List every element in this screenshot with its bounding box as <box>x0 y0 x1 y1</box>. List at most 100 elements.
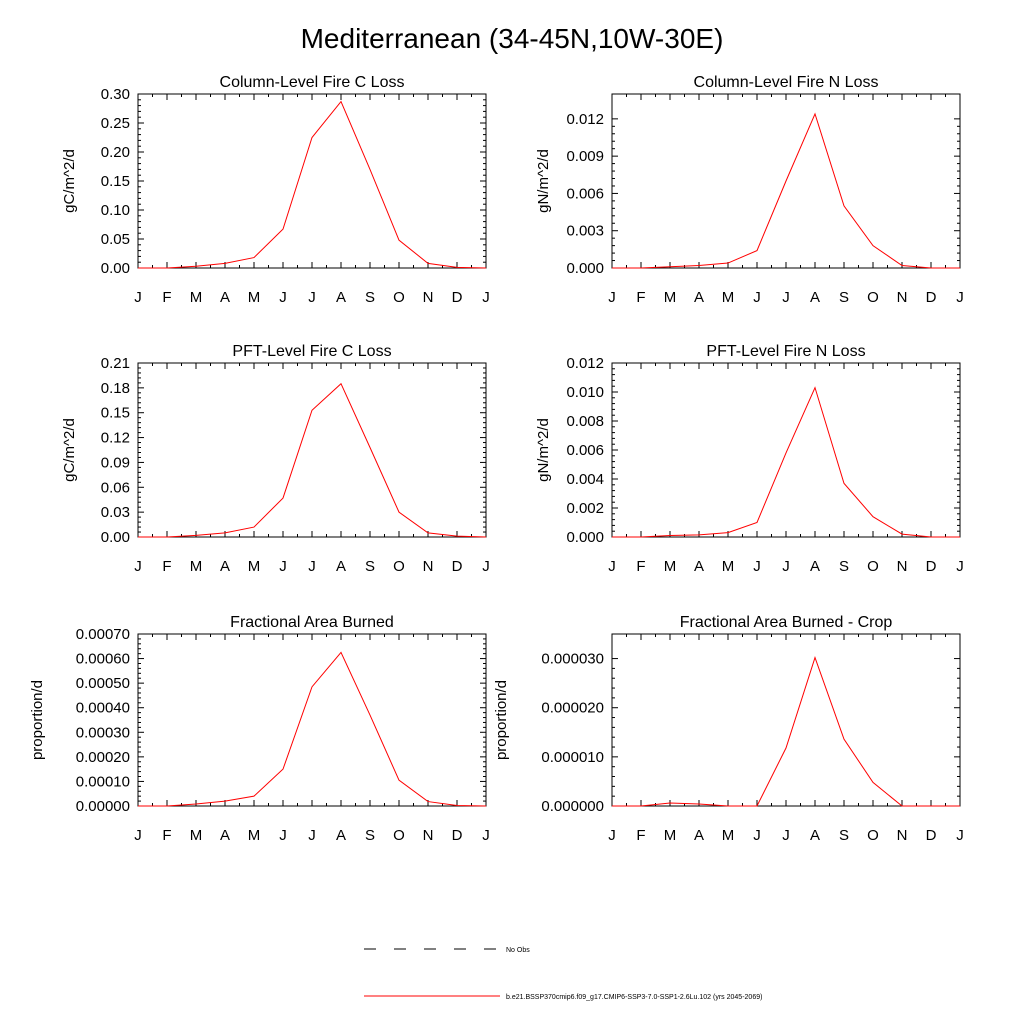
x-tick-label: S <box>365 289 375 306</box>
x-tick-label: D <box>452 289 463 306</box>
panel-title: Fractional Area Burned - Crop <box>680 614 893 631</box>
x-tick-label: M <box>248 827 261 844</box>
x-tick-label: J <box>753 289 761 306</box>
x-tick-label: O <box>393 289 405 306</box>
x-tick-label: M <box>722 558 735 575</box>
x-tick-label: J <box>308 827 316 844</box>
y-tick-label: 0.00000 <box>76 798 130 815</box>
y-tick-label: 0.012 <box>566 111 604 128</box>
x-tick-label: A <box>220 289 230 306</box>
series-line-1 <box>612 386 960 538</box>
x-tick-label: D <box>926 827 937 844</box>
y-tick-label: 0.06 <box>101 479 130 496</box>
x-tick-label: M <box>722 289 735 306</box>
x-tick-label: J <box>608 289 616 306</box>
series-line-1 <box>138 382 487 538</box>
y-tick-label: 0.03 <box>101 504 130 521</box>
x-tick-label: M <box>190 558 203 575</box>
x-tick-label: O <box>867 289 879 306</box>
x-tick-label: M <box>664 289 677 306</box>
x-tick-label: M <box>190 827 203 844</box>
plot-frame <box>137 633 487 807</box>
x-tick-label: F <box>636 558 645 575</box>
y-tick-label: 0.000010 <box>541 749 604 766</box>
y-tick-label: 0.006 <box>566 442 604 459</box>
y-tick-label: 0.00050 <box>76 675 130 692</box>
x-tick-label: D <box>926 558 937 575</box>
y-tick-label: 0.20 <box>101 144 130 161</box>
x-tick-label: O <box>393 558 405 575</box>
y-tick-label: 0.00060 <box>76 651 130 668</box>
x-tick-label: S <box>365 827 375 844</box>
y-tick-label: 0.12 <box>101 430 130 447</box>
x-tick-label: O <box>867 827 879 844</box>
y-tick-label: 0.10 <box>101 202 130 219</box>
y-tick-label: 0.00020 <box>76 749 130 766</box>
y-tick-label: 0.004 <box>566 471 604 488</box>
y-tick-label: 0.000000 <box>541 798 604 815</box>
x-tick-label: F <box>162 827 171 844</box>
plot-frame <box>611 633 961 807</box>
series-line-1 <box>612 656 960 807</box>
y-tick-label: 0.000 <box>566 260 604 277</box>
x-tick-label: N <box>423 827 434 844</box>
x-tick-label: J <box>308 289 316 306</box>
y-tick-label: 0.30 <box>101 86 130 103</box>
x-tick-label: N <box>423 289 434 306</box>
y-tick-label: 0.00040 <box>76 700 130 717</box>
x-tick-label: O <box>867 558 879 575</box>
y-axis-label: proportion/d <box>493 680 510 760</box>
x-tick-label: A <box>810 558 820 575</box>
y-axis-label: proportion/d <box>29 680 46 760</box>
x-tick-label: A <box>336 289 346 306</box>
panel-title: Column-Level Fire C Loss <box>220 74 405 91</box>
x-tick-label: D <box>452 827 463 844</box>
y-tick-label: 0.09 <box>101 454 130 471</box>
x-tick-label: J <box>482 827 490 844</box>
x-tick-label: M <box>190 289 203 306</box>
plot-frame <box>137 362 487 538</box>
figure-title: Mediterranean (34-45N,10W-30E) <box>301 23 724 54</box>
x-tick-label: J <box>134 289 142 306</box>
y-axis-label: gC/m^2/d <box>61 418 78 482</box>
y-tick-label: 0.00070 <box>76 626 130 643</box>
x-tick-label: J <box>608 558 616 575</box>
y-tick-label: 0.008 <box>566 413 604 430</box>
x-tick-label: A <box>220 558 230 575</box>
series-line-1 <box>138 651 487 807</box>
y-tick-label: 0.15 <box>101 173 130 190</box>
panel-title: Column-Level Fire N Loss <box>694 74 879 91</box>
x-tick-label: O <box>393 827 405 844</box>
y-tick-label: 0.000020 <box>541 700 604 717</box>
panel-title: Fractional Area Burned <box>230 614 394 631</box>
y-axis-label: gC/m^2/d <box>61 149 78 213</box>
x-tick-label: F <box>636 827 645 844</box>
y-tick-label: 0.000 <box>566 529 604 546</box>
y-tick-label: 0.21 <box>101 355 130 372</box>
x-tick-label: N <box>897 289 908 306</box>
y-tick-label: 0.00 <box>101 260 130 277</box>
x-tick-label: J <box>279 289 287 306</box>
y-tick-label: 0.006 <box>566 185 604 202</box>
x-tick-label: F <box>162 558 171 575</box>
x-tick-label: J <box>482 558 490 575</box>
x-tick-label: N <box>897 827 908 844</box>
y-tick-label: 0.00010 <box>76 773 130 790</box>
x-tick-label: J <box>753 558 761 575</box>
y-tick-label: 0.002 <box>566 500 604 517</box>
x-tick-label: A <box>694 558 704 575</box>
x-tick-label: J <box>482 289 490 306</box>
x-tick-label: M <box>664 558 677 575</box>
plot-frame <box>611 362 961 538</box>
x-tick-label: J <box>956 289 964 306</box>
y-tick-label: 0.05 <box>101 231 130 248</box>
plot-frame <box>137 93 487 269</box>
x-tick-label: D <box>926 289 937 306</box>
x-tick-label: F <box>636 289 645 306</box>
x-tick-label: A <box>694 827 704 844</box>
